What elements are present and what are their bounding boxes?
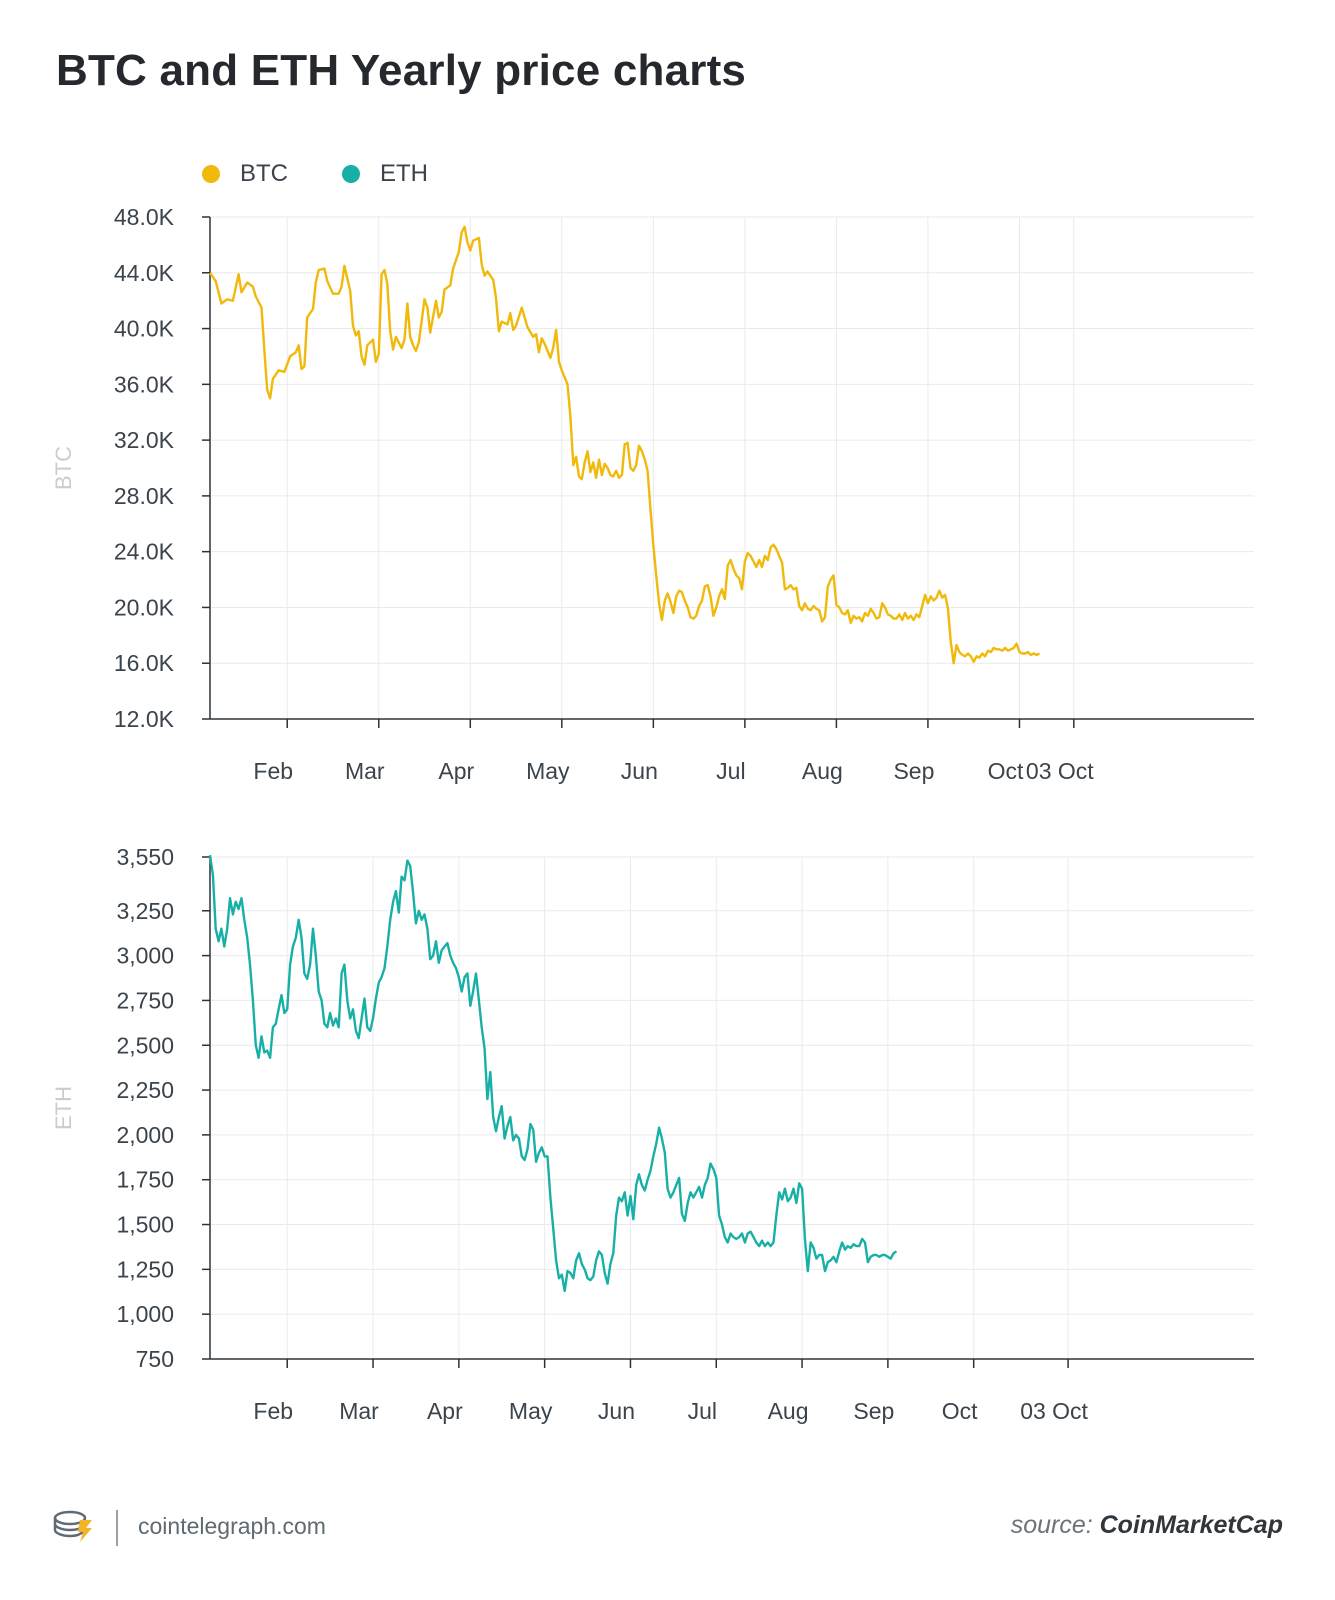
eth-y-axis-title: ETH [51, 1086, 76, 1130]
eth-ytick-label-7: 2,500 [116, 1032, 174, 1058]
btc-ytick-label-1: 16.0K [114, 650, 175, 676]
legend-dot-btc [202, 165, 220, 183]
legend-label-btc: BTC [240, 160, 288, 187]
btc-xtick-label-9: 03 Oct [1026, 758, 1094, 784]
legend-item-eth: ETH [342, 160, 428, 188]
btc-ytick-label-7: 40.0K [114, 316, 175, 342]
footer-source: source: CoinMarketCap [1011, 1511, 1283, 1540]
source-label: source: [1010, 1511, 1093, 1539]
eth-xtick-label-9: 03 Oct [1020, 1398, 1088, 1424]
btc-ytick-label-0: 12.0K [114, 706, 175, 732]
btc-ytick-label-8: 44.0K [114, 260, 175, 286]
eth-xtick-label-8: Oct [942, 1398, 978, 1424]
btc-price-chart: 12.0K 16.0K 20.0K 24.0K 28.0K 32.0K 36.0K 40.0K… [51, 204, 1254, 784]
eth-series-line-0 [208, 855, 898, 1293]
legend-dot-eth [342, 165, 360, 183]
btc-ytick-label-5: 32.0K [114, 427, 175, 453]
eth-ytick-label-1: 1,000 [116, 1301, 174, 1327]
source-name: CoinMarketCap [1099, 1511, 1283, 1539]
eth-xtick-label-4: Jun [598, 1398, 635, 1424]
chart-title: BTC and ETH Yearly price charts [56, 46, 747, 95]
btc-xtick-label-7: Sep [893, 758, 934, 784]
eth-ytick-label-6: 2,250 [116, 1077, 174, 1103]
eth-xtick-label-3: May [509, 1398, 553, 1424]
btc-xtick-label-4: Jun [621, 758, 658, 784]
eth-xtick-label-7: Sep [853, 1398, 894, 1424]
eth-ytick-label-3: 1,500 [116, 1212, 174, 1238]
legend-label-eth: ETH [380, 160, 428, 187]
btc-ytick-label-3: 24.0K [114, 539, 175, 565]
btc-series-line-0 [209, 225, 1041, 665]
eth-price-chart: 750 1,000 1,250 1,500 1,750 2,000 2,250 2,500 2,… [51, 844, 1254, 1424]
footer-site-link[interactable]: cointelegraph.com [138, 1513, 326, 1539]
btc-xtick-label-2: Apr [438, 758, 474, 784]
eth-xtick-label-6: Aug [768, 1398, 809, 1424]
eth-xtick-label-2: Apr [427, 1398, 463, 1424]
eth-ytick-label-11: 3,550 [116, 844, 174, 870]
btc-y-axis-title: BTC [51, 446, 76, 490]
btc-xtick-label-6: Aug [802, 758, 843, 784]
btc-xtick-label-5: Jul [716, 758, 745, 784]
btc-ytick-label-6: 36.0K [114, 371, 175, 397]
btc-xtick-label-3: May [526, 758, 570, 784]
eth-ytick-label-5: 2,000 [116, 1122, 174, 1148]
btc-xtick-label-1: Mar [345, 758, 385, 784]
eth-xtick-label-1: Mar [339, 1398, 379, 1424]
eth-xtick-label-5: Jul [688, 1398, 717, 1424]
cointelegraph-logo-icon [52, 1506, 98, 1546]
chart-legend: BTC ETH [202, 160, 482, 188]
btc-ytick-label-2: 20.0K [114, 594, 175, 620]
legend-item-btc: BTC [202, 160, 288, 188]
eth-ytick-label-10: 3,250 [116, 898, 174, 924]
eth-ytick-label-8: 2,750 [116, 987, 174, 1013]
btc-ytick-label-4: 28.0K [114, 483, 175, 509]
eth-ytick-label-2: 1,250 [116, 1256, 174, 1282]
btc-xtick-label-0: Feb [253, 758, 293, 784]
btc-ytick-label-9: 48.0K [114, 204, 175, 230]
eth-xtick-label-0: Feb [253, 1398, 293, 1424]
btc-xtick-label-8: Oct [988, 758, 1024, 784]
eth-ytick-label-4: 1,750 [116, 1167, 174, 1193]
footer-separator [116, 1510, 118, 1546]
eth-ytick-label-0: 750 [136, 1346, 174, 1372]
eth-ytick-label-9: 3,000 [116, 943, 174, 969]
